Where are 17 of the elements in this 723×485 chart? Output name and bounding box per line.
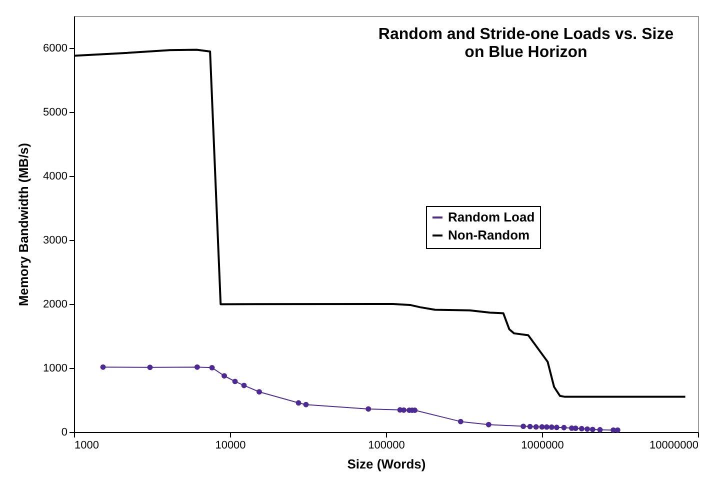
y-tick-label: 4000 [43, 170, 68, 182]
legend-label: Random Load [448, 210, 535, 224]
legend-label: Non-Random [448, 228, 530, 242]
x-tick-label: 100000 [368, 440, 405, 452]
text: Random and Stride-one Loads vs. Size on Blue Horizon [378, 26, 674, 61]
x-tick-label: 1000000 [521, 440, 564, 452]
y-tick-label: 0 [61, 426, 68, 438]
x-tick-label: 10000000 [650, 440, 698, 452]
x-tick-label: 10000 [215, 440, 246, 452]
x-axis-title: Size (Words) [347, 456, 426, 472]
x-tick-label: 1000 [74, 440, 99, 452]
y-axis-title: Memory Bandwidth (MB/s) [16, 142, 32, 306]
y-tick-label: 5000 [43, 106, 68, 118]
y-tick-label: 3000 [43, 234, 68, 246]
y-tick-label: 1000 [43, 362, 68, 374]
y-tick-label: 2000 [43, 298, 68, 310]
y-tick-label: 6000 [43, 42, 68, 54]
